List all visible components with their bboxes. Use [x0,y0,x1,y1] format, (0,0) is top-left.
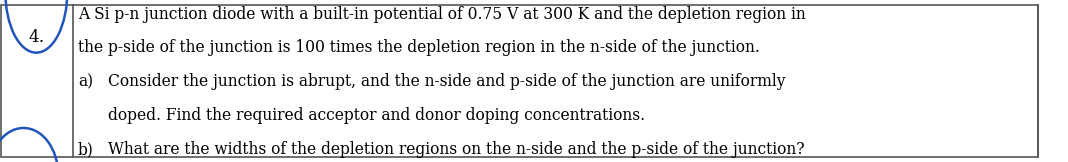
Text: 4.: 4. [28,29,45,46]
Text: Consider the junction is abrupt, and the n-side and p-side of the junction are u: Consider the junction is abrupt, and the… [108,73,785,90]
Text: the p-side of the junction is 100 times the depletion region in the n-side of th: the p-side of the junction is 100 times … [78,39,759,56]
Text: A Si p-n junction diode with a built-in potential of 0.75 V at 300 K and the dep: A Si p-n junction diode with a built-in … [78,6,805,23]
Text: b): b) [78,141,94,158]
Text: doped. Find the required acceptor and donor doping concentrations.: doped. Find the required acceptor and do… [108,107,645,124]
Text: a): a) [78,73,93,90]
Text: What are the widths of the depletion regions on the n-side and the p-side of the: What are the widths of the depletion reg… [108,141,804,158]
